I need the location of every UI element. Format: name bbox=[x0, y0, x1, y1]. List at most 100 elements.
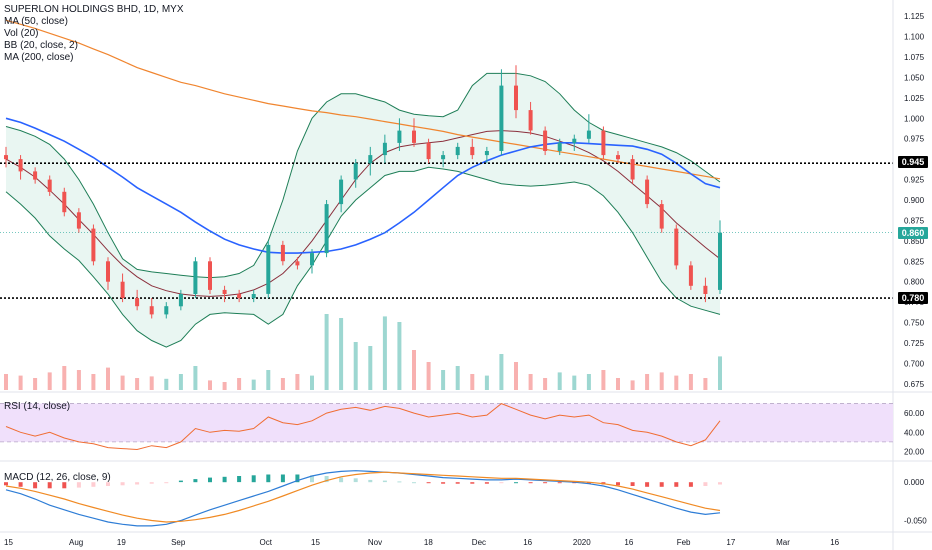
macd-histogram-bar bbox=[382, 480, 387, 483]
macd-histogram-bar bbox=[33, 482, 38, 489]
candle-body bbox=[426, 142, 431, 160]
volume-bar bbox=[91, 374, 96, 390]
macd-histogram-bar bbox=[208, 477, 212, 483]
macd-histogram-bar bbox=[310, 475, 314, 483]
time-tick-label: 16 bbox=[830, 538, 839, 547]
volume-bar bbox=[688, 374, 693, 390]
time-tick-label: 19 bbox=[117, 538, 126, 547]
legend-volume[interactable]: Vol (20) bbox=[4, 28, 39, 39]
volume-bar bbox=[645, 374, 650, 390]
candle-body bbox=[208, 261, 212, 290]
candle-body bbox=[601, 130, 606, 156]
legend-bollinger[interactable]: BB (20, close, 2) bbox=[4, 40, 78, 51]
volume-bar bbox=[178, 374, 183, 390]
price-tick-label: 0.700 bbox=[904, 359, 925, 368]
macd-histogram-bar bbox=[499, 482, 504, 484]
candle-body bbox=[397, 130, 402, 143]
candle-body bbox=[353, 163, 358, 180]
volume-bar bbox=[353, 342, 358, 390]
candle-body bbox=[703, 285, 708, 294]
candle-body bbox=[528, 110, 533, 131]
price-tick-label: 0.825 bbox=[904, 257, 925, 266]
legend-ma200[interactable]: MA (200, close) bbox=[4, 52, 74, 63]
volume-bar bbox=[543, 378, 548, 390]
volume-bar bbox=[149, 376, 154, 390]
macd-histogram-bar bbox=[353, 478, 358, 483]
bollinger-fill bbox=[6, 73, 720, 348]
macd-histogram-bar bbox=[645, 482, 650, 487]
volume-bar bbox=[528, 374, 533, 390]
chart-legend: SUPERLON HOLDINGS BHD, 1D, MYX MA (50, c… bbox=[4, 4, 183, 64]
macd-label[interactable]: MACD (12, 26, close, 9) bbox=[4, 472, 111, 483]
macd-histogram-bar bbox=[91, 482, 96, 487]
time-tick-label: Aug bbox=[69, 538, 83, 547]
candle-body bbox=[310, 253, 314, 266]
price-tick-label: 1.025 bbox=[904, 94, 925, 103]
candle-body bbox=[586, 130, 591, 139]
volume-bar bbox=[703, 378, 708, 390]
ma200-line bbox=[5, 19, 721, 180]
level-high-badge: 0.945 bbox=[898, 156, 928, 168]
macd-histogram-bar bbox=[718, 482, 722, 485]
macd-histogram-bar bbox=[397, 481, 402, 483]
symbol-title: SUPERLON HOLDINGS BHD, 1D, MYX bbox=[4, 4, 184, 15]
volume-bar bbox=[616, 378, 620, 390]
volume-bar bbox=[237, 378, 242, 390]
candle-body bbox=[499, 85, 504, 151]
volume-bar bbox=[441, 370, 446, 390]
price-tick-label: 0.750 bbox=[904, 319, 925, 328]
volume-bar bbox=[470, 374, 475, 390]
macd-histogram-bar bbox=[484, 482, 489, 484]
macd-histogram-bar bbox=[106, 482, 110, 486]
candle-body bbox=[222, 289, 227, 294]
price-tick-label: 1.125 bbox=[904, 12, 925, 21]
macd-histogram-bar bbox=[339, 477, 344, 483]
volume-bar bbox=[266, 370, 271, 390]
macd-histogram-bar bbox=[149, 482, 154, 484]
candle-body bbox=[412, 130, 416, 143]
candle-body bbox=[616, 155, 620, 160]
candle-body bbox=[557, 142, 562, 151]
volume-bar bbox=[412, 350, 416, 390]
volume-bar bbox=[76, 370, 81, 390]
candle-body bbox=[572, 138, 577, 143]
price-tick-label: 1.050 bbox=[904, 73, 925, 82]
macd-histogram-bar bbox=[426, 482, 431, 484]
price-tick-label: 1.100 bbox=[904, 33, 925, 42]
macd-histogram-bar bbox=[659, 482, 664, 487]
candle-body bbox=[266, 244, 271, 294]
macd-histogram-bar bbox=[412, 482, 416, 484]
legend-ma50[interactable]: MA (50, close) bbox=[4, 16, 68, 27]
bollinger-basis-line bbox=[5, 130, 721, 297]
volume-bar bbox=[120, 375, 125, 390]
macd-histogram-bar bbox=[222, 476, 227, 483]
macd-histogram-bar bbox=[441, 482, 446, 484]
macd-histogram-bar bbox=[528, 482, 533, 484]
price-tick-label: 1.075 bbox=[904, 53, 925, 62]
candle-body bbox=[135, 298, 140, 307]
rsi-label[interactable]: RSI (14, close) bbox=[4, 401, 71, 412]
macd-histogram-bar bbox=[324, 476, 329, 483]
macd-histogram-bar bbox=[164, 482, 169, 484]
volume-bar bbox=[62, 366, 67, 390]
time-tick-label: Dec bbox=[472, 538, 486, 547]
volume-bar bbox=[18, 375, 23, 390]
time-tick-label: 16 bbox=[624, 538, 633, 547]
volume-bar bbox=[33, 378, 38, 390]
volume-bar bbox=[251, 379, 256, 390]
price-tick-label: 0.850 bbox=[904, 237, 925, 246]
candle-body bbox=[76, 212, 81, 229]
volume-bar bbox=[368, 346, 373, 390]
volume-bar bbox=[455, 366, 460, 390]
bollinger-lower-line bbox=[5, 166, 721, 348]
volume-bar bbox=[47, 372, 52, 390]
candle-body bbox=[718, 232, 722, 290]
time-tick-label: Feb bbox=[677, 538, 691, 547]
macd-histogram-bar bbox=[455, 482, 460, 484]
volume-bar bbox=[4, 374, 8, 390]
time-tick-label: 2020 bbox=[573, 538, 591, 547]
macd-histogram-bar bbox=[295, 474, 300, 483]
candle-body bbox=[18, 159, 23, 172]
macd-histogram-bar bbox=[178, 480, 183, 483]
